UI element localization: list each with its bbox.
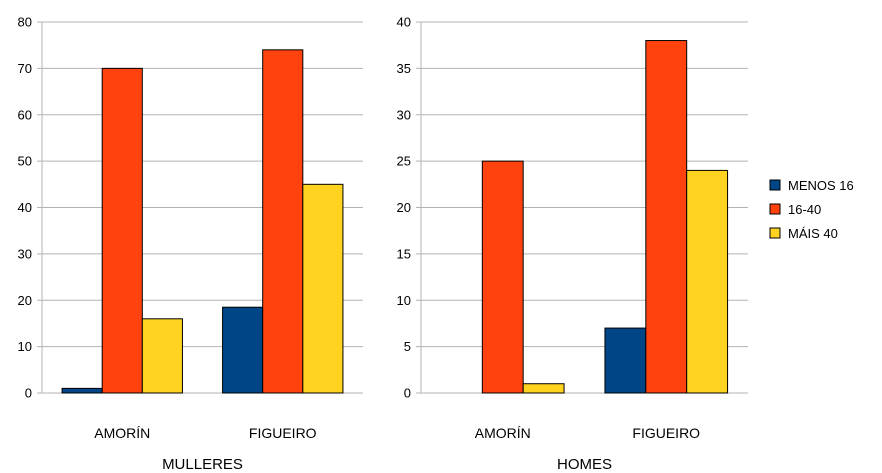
legend-swatch xyxy=(769,203,781,215)
y-tick-label: 10 xyxy=(397,293,411,308)
legend-label: MENOS 16 xyxy=(788,178,854,193)
y-tick-label: 60 xyxy=(18,107,32,122)
x-category-label: FIGUEIRO xyxy=(632,425,700,441)
y-tick-label: 5 xyxy=(404,339,411,354)
y-tick-label: 30 xyxy=(18,246,32,261)
bar-m-is-40-2 xyxy=(302,183,344,394)
x-category-label: FIGUEIRO xyxy=(249,425,317,441)
x-axis-title: MULLERES xyxy=(162,456,243,473)
y-tick-label: 20 xyxy=(18,293,32,308)
bar-menos-16-2 xyxy=(222,306,264,394)
bar-16-40-2 xyxy=(645,40,688,394)
bar-m-is-40-1 xyxy=(141,318,183,394)
y-tick-label: 15 xyxy=(397,246,411,261)
y-tick-label: 20 xyxy=(397,200,411,215)
y-tick-label: 35 xyxy=(397,61,411,76)
x-category-label: AMORÍN xyxy=(94,425,150,441)
y-tick-label: 40 xyxy=(397,15,411,30)
legend-label: 16-40 xyxy=(788,202,821,217)
bar-m-is-40-2 xyxy=(686,169,729,394)
x-axis-title: HOMES xyxy=(557,456,612,473)
y-tick-label: 10 xyxy=(18,339,32,354)
bar-menos-16-1 xyxy=(61,387,103,394)
bar-16-40-1 xyxy=(481,160,524,394)
y-tick-label: 0 xyxy=(25,386,32,401)
y-tick-label: 25 xyxy=(397,154,411,169)
bar-16-40-1 xyxy=(101,67,143,394)
y-tick-label: 30 xyxy=(397,107,411,122)
bar-menos-16-2 xyxy=(604,327,647,394)
legend-label: MÁIS 40 xyxy=(788,226,838,241)
chart-panel-1: 0 10 20 30 40 50 60 70 80 AMORÍN FIGUEIRO MULLERES xyxy=(18,15,363,473)
x-category-label: AMORÍN xyxy=(475,425,531,441)
y-tick-label: 0 xyxy=(404,386,411,401)
y-tick-label: 50 xyxy=(18,154,32,169)
y-tick-label: 40 xyxy=(18,200,32,215)
y-tick-label: 80 xyxy=(18,15,32,30)
legend: MENOS 16 16-40 MÁIS 40 xyxy=(769,178,854,241)
bar-16-40-2 xyxy=(262,49,304,394)
legend-swatch xyxy=(769,179,781,191)
bar-m-is-40-1 xyxy=(522,383,565,394)
chart-panel-2: 0 5 10 15 20 25 30 35 40 AMORÍN FIGUEIRO HOMES xyxy=(397,15,748,473)
legend-swatch xyxy=(769,227,781,239)
y-tick-label: 70 xyxy=(18,61,32,76)
